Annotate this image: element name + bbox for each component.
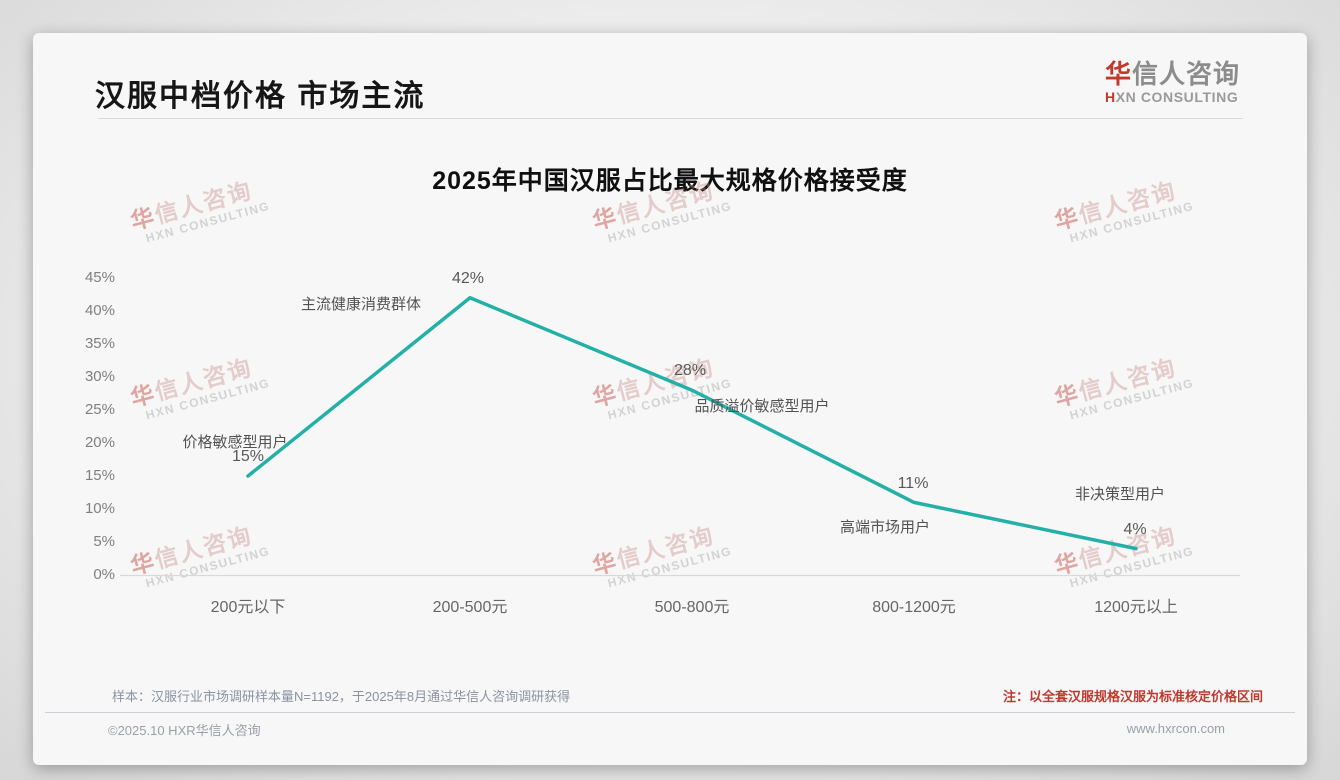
slide-card: 华信人咨询 HXN CONSULTING 华信人咨询 HXN CONSULTIN…: [33, 33, 1307, 765]
price-definition-note: 注：以全套汉服规格汉服为标准核定价格区间: [1002, 689, 1263, 704]
copyright-text: ©2025.10 HXR华信人咨询: [108, 723, 261, 738]
y-axis-tick: 30%: [84, 368, 115, 385]
y-axis-tick: 35%: [84, 335, 115, 352]
sample-note: 样本：汉服行业市场调研样本量N=1192，于2025年8月通过华信人咨询调研获得: [112, 689, 571, 704]
data-point-label: 28%: [673, 362, 707, 379]
y-axis-tick: 20%: [84, 434, 115, 451]
data-point-label: 11%: [897, 475, 929, 492]
segment-annotation: 高端市场用户: [839, 519, 930, 536]
logo-en-accent-char: H: [1104, 89, 1116, 105]
y-axis-tick: 5%: [93, 533, 115, 550]
trend-line: [246, 296, 1138, 551]
website-url: www.hxrcon.com: [1126, 721, 1225, 736]
y-axis-tick: 0%: [93, 566, 115, 583]
data-point-label: 15%: [231, 448, 265, 465]
header-divider: [98, 118, 1243, 119]
segment-annotation: 主流健康消费群体: [300, 296, 421, 313]
x-axis-label: 1200元以上: [1094, 599, 1178, 616]
y-axis-tick: 15%: [84, 467, 115, 484]
company-logo: 华信人咨询 HXN CONSULTING: [1105, 59, 1240, 105]
logo-text-en: HXN CONSULTING: [1105, 89, 1240, 105]
segment-annotation: 品质溢价敏感型用户: [694, 398, 830, 415]
segment-annotation: 价格敏感型用户: [182, 434, 288, 451]
logo-text-cn: 华信人咨询: [1105, 59, 1240, 89]
logo-accent-char: 华: [1104, 59, 1132, 89]
x-axis-label: 200元以下: [210, 599, 286, 616]
x-axis-label: 200-500元: [432, 599, 508, 616]
x-axis-label: 500-800元: [654, 599, 730, 616]
logo-en-rest-chars: XN CONSULTING: [1115, 89, 1239, 105]
page-title: 汉服中档价格 市场主流: [95, 80, 426, 113]
segment-annotation: 非决策型用户: [1074, 486, 1165, 503]
x-axis-label: 800-1200元: [872, 599, 956, 616]
data-point-label: 42%: [451, 270, 485, 287]
chart-title: 2025年中国汉服占比最大规格价格接受度: [432, 167, 908, 195]
line-chart: [120, 296, 1240, 577]
y-axis-tick: 10%: [84, 500, 115, 517]
footer-divider: [45, 712, 1295, 713]
y-axis-tick: 25%: [84, 401, 115, 418]
logo-rest-chars: 信人咨询: [1131, 59, 1240, 89]
data-point-label: 4%: [1123, 521, 1147, 538]
y-axis-tick: 45%: [84, 269, 115, 286]
y-axis-tick: 40%: [84, 302, 115, 319]
